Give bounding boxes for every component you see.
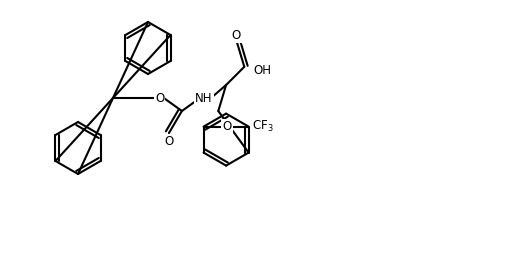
- Text: O: O: [164, 135, 174, 148]
- Text: O: O: [155, 92, 165, 105]
- Text: OH: OH: [253, 64, 271, 77]
- Text: O: O: [232, 29, 241, 42]
- Text: O: O: [223, 120, 232, 133]
- Text: NH: NH: [195, 92, 213, 105]
- Text: CF$_3$: CF$_3$: [252, 119, 274, 134]
